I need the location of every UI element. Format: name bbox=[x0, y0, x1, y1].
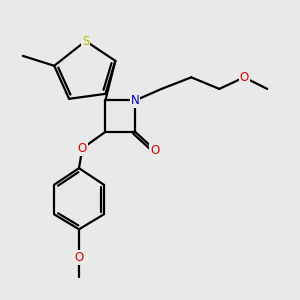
Text: S: S bbox=[82, 34, 89, 47]
Text: O: O bbox=[78, 142, 87, 155]
Text: O: O bbox=[150, 143, 160, 157]
Text: O: O bbox=[239, 71, 249, 84]
Text: N: N bbox=[131, 94, 140, 107]
Text: O: O bbox=[74, 251, 84, 264]
